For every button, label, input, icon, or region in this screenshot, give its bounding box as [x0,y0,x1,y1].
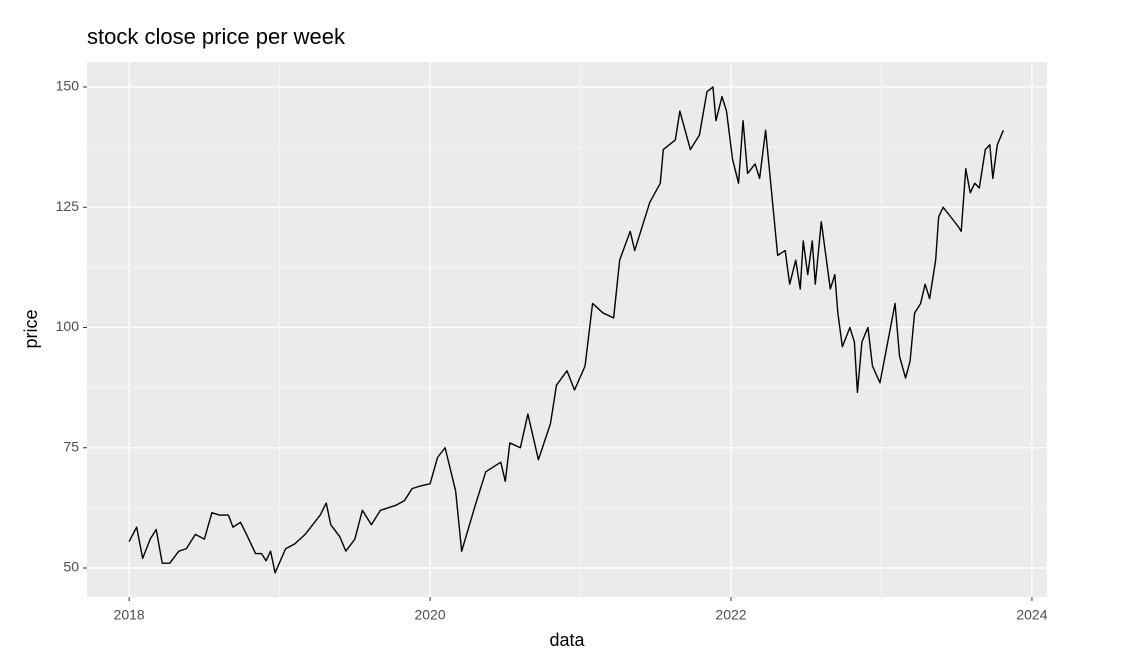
x-tick-label: 2020 [414,607,445,623]
y-tick-label: 100 [56,318,80,334]
y-axis-label: price [21,309,41,348]
price-line [128,86,1005,574]
x-axis-label: data [549,630,585,650]
y-tick-label: 75 [63,438,79,454]
y-tick-label: 125 [56,198,80,214]
y-tick-label: 50 [63,559,79,575]
chart-title: stock close price per week [87,24,346,49]
y-tick-label: 150 [56,78,80,94]
panel [87,62,1047,597]
x-tick-label: 2022 [715,607,746,623]
x-tick-label: 2024 [1016,607,1047,623]
x-tick-label: 2018 [114,607,145,623]
